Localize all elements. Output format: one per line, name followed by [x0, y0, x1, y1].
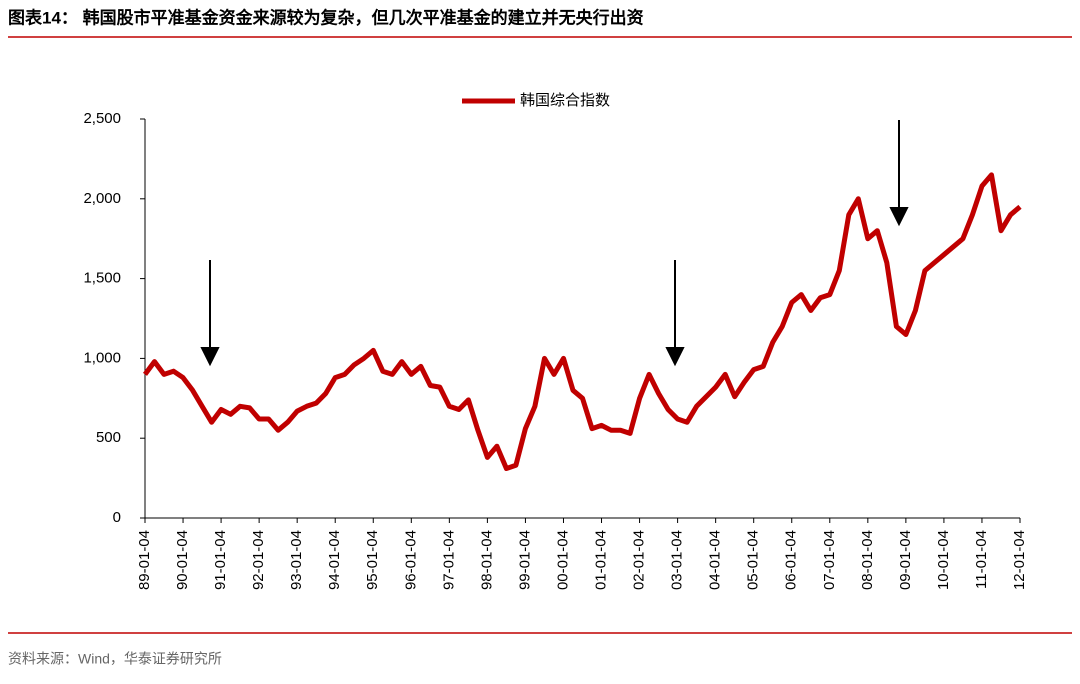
- x-tick-label: 05-01-04: [745, 530, 762, 590]
- x-tick-label: 02-01-04: [631, 530, 648, 590]
- y-tick-label: 2,000: [83, 190, 121, 207]
- x-tick-label: 09-01-04: [897, 530, 914, 590]
- x-tick-label: 12-01-04: [1011, 530, 1028, 590]
- x-tick-label: 04-01-04: [707, 530, 724, 590]
- x-tick-label: 97-01-04: [440, 530, 457, 590]
- x-tick-label: 07-01-04: [821, 530, 838, 590]
- source: 资料来源：Wind，华泰证券研究所: [8, 651, 222, 667]
- x-tick-label: 93-01-04: [288, 530, 305, 590]
- x-tick-label: 98-01-04: [478, 530, 495, 590]
- line-series: [142, 172, 1022, 471]
- x-tick-label: 11-01-04: [973, 530, 990, 589]
- x-tick-label: 08-01-04: [859, 530, 876, 590]
- y-tick-label: 500: [96, 429, 121, 446]
- x-tick-label: 92-01-04: [250, 530, 267, 590]
- y-tick-label: 0: [113, 509, 121, 526]
- x-tick-label: 01-01-04: [592, 530, 609, 590]
- y-tick-label: 1,000: [83, 349, 121, 366]
- x-tick-label: 89-01-04: [136, 530, 153, 590]
- x-tick-label: 90-01-04: [174, 530, 191, 590]
- x-tick-label: 95-01-04: [364, 530, 381, 590]
- y-tick-label: 1,500: [83, 270, 121, 287]
- x-tick-label: 91-01-04: [212, 530, 229, 590]
- arrows: [200, 120, 909, 367]
- x-tick-label: 96-01-04: [402, 530, 419, 590]
- y-tick-label: 2,500: [83, 110, 121, 127]
- legend-label: 韩国综合指数: [520, 92, 610, 109]
- x-tick-label: 00-01-04: [554, 530, 571, 590]
- x-tick-label: 06-01-04: [783, 530, 800, 590]
- chart-title: 图表14： 韩国股市平准基金资金来源较为复杂，但几次平准基金的建立并无央行出资: [8, 7, 644, 27]
- x-tick-label: 94-01-04: [326, 530, 343, 590]
- x-tick-label: 03-01-04: [669, 530, 686, 590]
- x-tick-label: 10-01-04: [935, 530, 952, 590]
- x-tick-label: 99-01-04: [516, 530, 533, 590]
